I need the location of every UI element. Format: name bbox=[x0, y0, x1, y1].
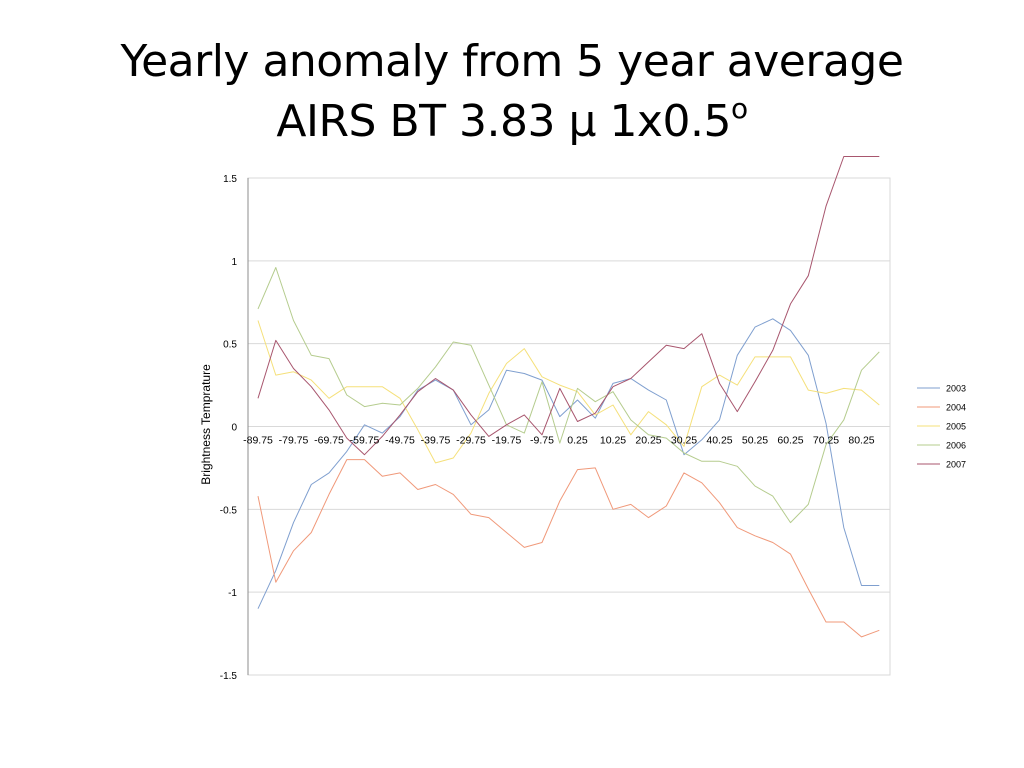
labels-layer: 1.5 1 0.5 0 -0.5 -1 -1.5 -89.75 -79.75 -69.75 -59.… bbox=[199, 174, 875, 682]
series-line-2006 bbox=[257, 267, 880, 524]
x-tick-label: 10.25 bbox=[600, 435, 626, 447]
legend-label-2007: 2007 bbox=[946, 460, 966, 470]
x-tick-label: -49.75 bbox=[385, 435, 415, 447]
x-tick-label: -19.75 bbox=[492, 435, 522, 447]
x-tick-label: -29.75 bbox=[456, 435, 486, 447]
y-tick-label: 1 bbox=[231, 257, 237, 268]
series-line-2004 bbox=[257, 459, 880, 638]
legend-label-2004: 2004 bbox=[946, 403, 966, 413]
x-tick-label: 80.25 bbox=[848, 435, 874, 447]
x-tick-label: 70.25 bbox=[813, 435, 839, 447]
title-line-1: Yearly anomaly from 5 year average bbox=[120, 36, 904, 87]
x-tick-label: 20.25 bbox=[635, 435, 661, 447]
grid-layer bbox=[247, 177, 891, 676]
x-tick-label: -79.75 bbox=[279, 435, 309, 447]
x-tick-label: -69.75 bbox=[314, 435, 344, 447]
legend-label-2006: 2006 bbox=[946, 441, 966, 451]
y-axis-title: Brightness Temprature bbox=[199, 364, 213, 485]
y-tick-label: 1.5 bbox=[223, 174, 237, 185]
x-tick-label: 30.25 bbox=[671, 435, 697, 447]
x-tick-label: 0.25 bbox=[567, 435, 588, 447]
series-line-2007 bbox=[257, 156, 880, 456]
series-line-2003 bbox=[257, 318, 880, 609]
legend-label-2005: 2005 bbox=[946, 422, 966, 432]
y-tick-label: -0.5 bbox=[220, 505, 238, 516]
series-layer bbox=[257, 156, 880, 638]
x-tick-label: -89.75 bbox=[243, 435, 273, 447]
x-tick-label: 60.25 bbox=[777, 435, 803, 447]
x-tick-label: -9.75 bbox=[530, 435, 554, 447]
x-tick-label: 50.25 bbox=[742, 435, 768, 447]
x-tick-label: -59.75 bbox=[350, 435, 380, 447]
degree-superscript: o bbox=[730, 92, 748, 125]
series-line-2005 bbox=[257, 320, 880, 464]
x-tick-label: -39.75 bbox=[421, 435, 451, 447]
title-line-2: AIRS BT 3.83 µ 1x0.5o bbox=[0, 92, 1024, 152]
x-tick-label: 40.25 bbox=[706, 435, 732, 447]
y-tick-label: -1 bbox=[228, 588, 237, 599]
y-tick-label: -1.5 bbox=[220, 671, 238, 682]
y-tick-label: 0.5 bbox=[223, 340, 237, 351]
title-line-2-text: AIRS BT 3.83 µ 1x0.5 bbox=[276, 96, 731, 147]
slide-title: Yearly anomaly from 5 year average AIRS … bbox=[0, 32, 1024, 152]
y-tick-label: 0 bbox=[231, 423, 237, 434]
legend-label-2003: 2003 bbox=[946, 384, 966, 394]
chart-legend: 2003 2004 2005 2006 2007 bbox=[917, 384, 966, 470]
